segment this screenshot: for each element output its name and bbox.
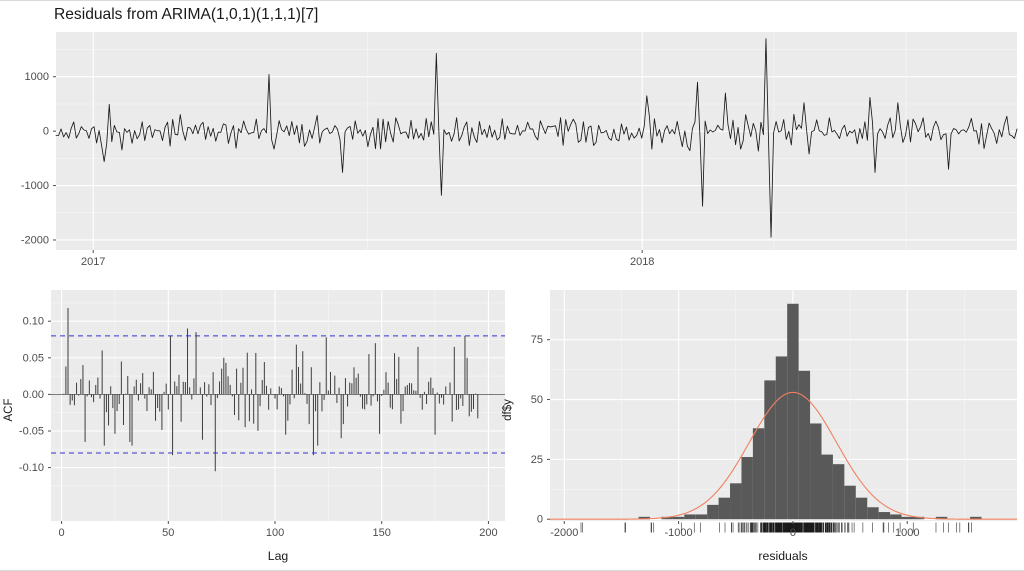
svg-text:25: 25 (531, 454, 543, 466)
svg-text:2017: 2017 (81, 256, 105, 268)
svg-text:-1000: -1000 (21, 180, 49, 192)
svg-text:-1000: -1000 (665, 527, 693, 539)
svg-text:50: 50 (162, 527, 174, 539)
svg-text:0.00: 0.00 (23, 389, 44, 401)
svg-text:0: 0 (59, 527, 65, 539)
svg-text:75: 75 (531, 334, 543, 346)
svg-text:-2000: -2000 (550, 527, 578, 539)
svg-text:0: 0 (43, 126, 49, 138)
svg-text:2018: 2018 (630, 256, 654, 268)
svg-text:200: 200 (479, 527, 497, 539)
svg-text:1000: 1000 (895, 527, 919, 539)
svg-text:1000: 1000 (25, 71, 49, 83)
svg-text:0.05: 0.05 (23, 352, 44, 364)
svg-text:-0.05: -0.05 (19, 426, 44, 438)
svg-text:0.10: 0.10 (23, 316, 44, 328)
svg-text:-2000: -2000 (21, 234, 49, 246)
svg-text:-0.10: -0.10 (19, 462, 44, 474)
svg-text:150: 150 (373, 527, 391, 539)
svg-text:0: 0 (537, 514, 543, 526)
svg-text:0: 0 (790, 527, 796, 539)
svg-text:100: 100 (266, 527, 284, 539)
svg-text:50: 50 (531, 394, 543, 406)
